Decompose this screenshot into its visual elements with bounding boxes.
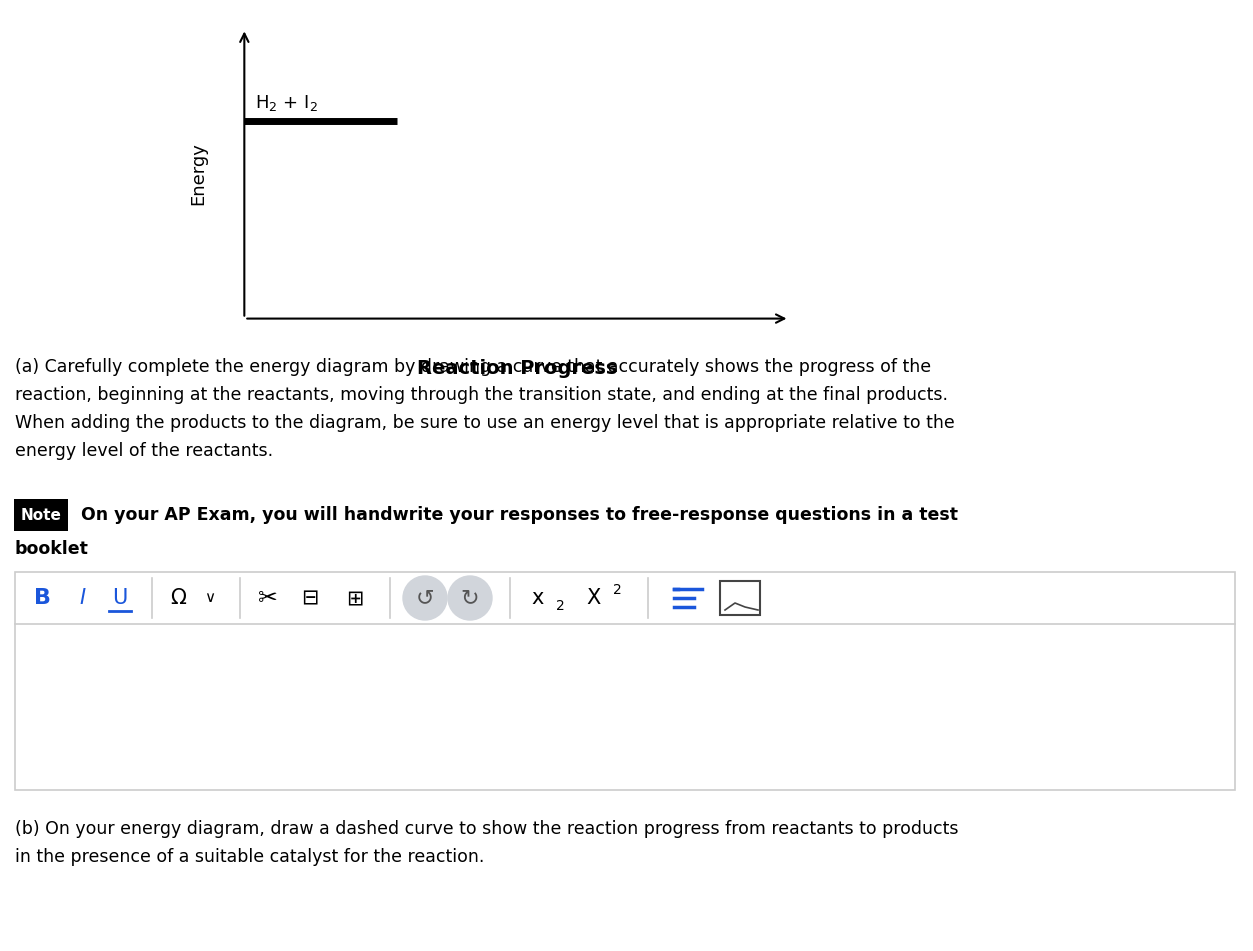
Text: reaction, beginning at the reactants, moving through the transition state, and e: reaction, beginning at the reactants, mo… [15, 386, 949, 404]
Text: ↺: ↺ [416, 588, 435, 608]
Text: When adding the products to the diagram, be sure to use an energy level that is : When adding the products to the diagram,… [15, 414, 955, 432]
Text: Reaction Progress: Reaction Progress [417, 359, 616, 378]
Text: On your AP Exam, you will handwrite your responses to free-response questions in: On your AP Exam, you will handwrite your… [75, 506, 959, 524]
Circle shape [449, 576, 492, 620]
Text: Ω: Ω [170, 588, 185, 608]
Text: B: B [34, 588, 50, 608]
FancyBboxPatch shape [15, 572, 1235, 790]
Text: ↻: ↻ [461, 588, 480, 608]
Text: booklet: booklet [15, 540, 89, 558]
Text: in the presence of a suitable catalyst for the reaction.: in the presence of a suitable catalyst f… [15, 848, 485, 866]
Text: energy level of the reactants.: energy level of the reactants. [15, 442, 273, 460]
FancyBboxPatch shape [14, 499, 68, 531]
Text: Note: Note [20, 508, 61, 522]
Text: I: I [79, 588, 85, 608]
Text: H$_2$ + I$_2$: H$_2$ + I$_2$ [256, 92, 318, 112]
Text: ⊟: ⊟ [301, 588, 318, 608]
Text: x: x [531, 588, 544, 608]
Text: ⊞: ⊞ [346, 588, 363, 608]
FancyBboxPatch shape [720, 581, 761, 615]
Text: Energy: Energy [189, 142, 207, 205]
Circle shape [403, 576, 447, 620]
Text: (a) Carefully complete the energy diagram by drawing a curve that accurately sho: (a) Carefully complete the energy diagra… [15, 358, 931, 376]
Text: 2: 2 [613, 583, 621, 597]
Text: 2: 2 [556, 599, 565, 613]
Text: (b) On your energy diagram, draw a dashed curve to show the reaction progress fr: (b) On your energy diagram, draw a dashe… [15, 820, 959, 838]
Text: ∨: ∨ [204, 591, 216, 606]
Text: ✂: ✂ [258, 586, 278, 610]
Text: U: U [113, 588, 128, 608]
Text: X: X [586, 588, 601, 608]
